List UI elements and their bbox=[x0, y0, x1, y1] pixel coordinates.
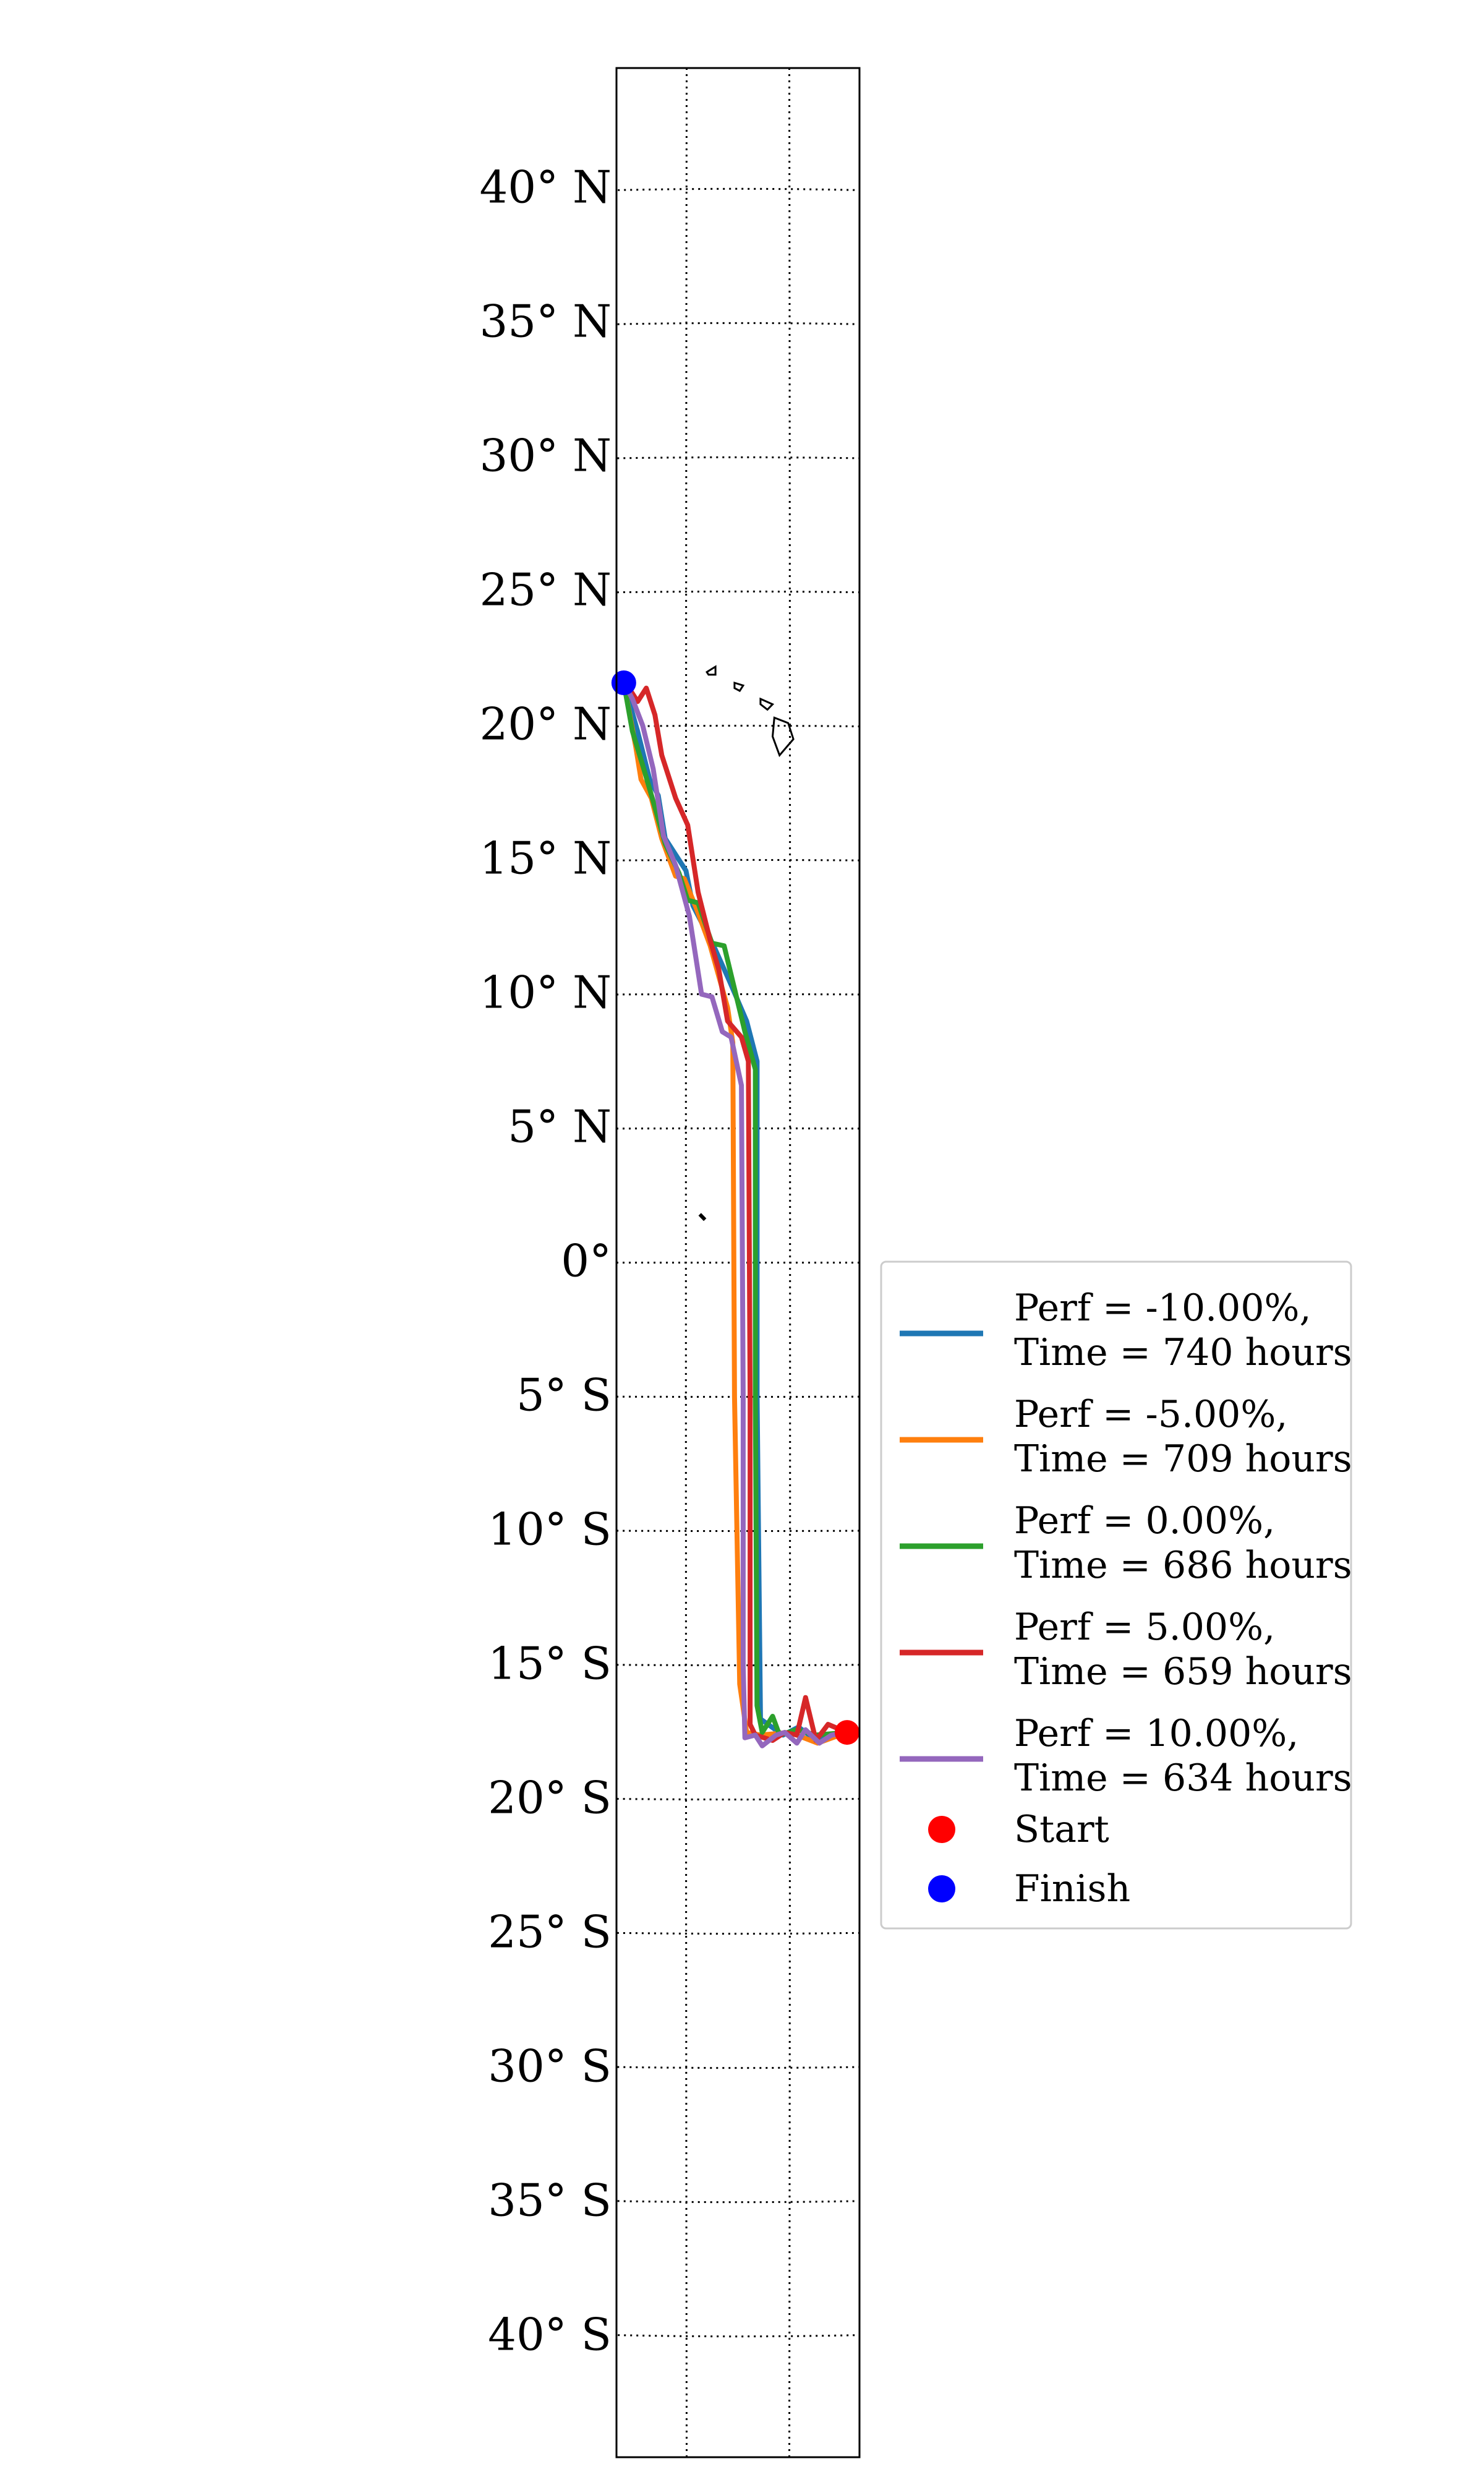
y-tick-label: 10° S bbox=[488, 1504, 612, 1555]
y-tick-label: 5° S bbox=[516, 1369, 612, 1421]
legend-label: Finish bbox=[1014, 1867, 1130, 1910]
y-tick-label: 5° N bbox=[508, 1100, 612, 1152]
y-tick-label: 0° bbox=[561, 1235, 612, 1287]
y-tick-label: 15° N bbox=[479, 832, 612, 884]
coastline-hawaii-maui bbox=[761, 699, 773, 709]
parallel-gridline bbox=[618, 2335, 858, 2337]
parallel-gridline bbox=[618, 323, 859, 324]
coastline-hawaii-oahu bbox=[735, 683, 743, 691]
parallel-gridline bbox=[617, 1799, 859, 1800]
legend-label: Perf = 10.00%, bbox=[1014, 1712, 1298, 1755]
legend-label: Time = 634 hours bbox=[1014, 1756, 1352, 1800]
y-tick-label: 30° N bbox=[479, 429, 612, 481]
map-frame bbox=[616, 68, 859, 2457]
parallel-gridline bbox=[617, 2067, 858, 2068]
y-tick-label: 20° N bbox=[479, 698, 612, 750]
legend-label: Perf = -5.00%, bbox=[1014, 1393, 1287, 1436]
y-tick-label: 25° N bbox=[479, 563, 612, 615]
legend-label: Time = 659 hours bbox=[1014, 1650, 1352, 1693]
y-tick-label: 30° S bbox=[488, 2040, 612, 2092]
y-tick-label: 35° S bbox=[488, 2175, 612, 2227]
parallel-gridline bbox=[618, 2201, 859, 2202]
series-lines bbox=[624, 683, 847, 1746]
graticule bbox=[616, 68, 859, 2457]
start-marker bbox=[835, 1720, 859, 1745]
coastline-hawaii-kauai bbox=[707, 667, 715, 675]
parallel-gridline bbox=[617, 457, 858, 458]
finish-marker bbox=[612, 670, 636, 695]
legend-finish-dot bbox=[928, 1875, 955, 1902]
series-line-1 bbox=[624, 683, 847, 1743]
parallel-gridline bbox=[617, 725, 859, 726]
legend-label: Perf = -10.00%, bbox=[1014, 1286, 1311, 1330]
legend-label: Time = 709 hours bbox=[1014, 1437, 1352, 1481]
legend-label: Perf = 5.00%, bbox=[1014, 1606, 1275, 1649]
y-tick-label: 15° S bbox=[488, 1638, 612, 1690]
coastline-kiribati-islet bbox=[700, 1214, 706, 1220]
y-tick-label: 25° S bbox=[488, 1906, 612, 1958]
legend-label: Time = 740 hours bbox=[1014, 1331, 1352, 1374]
legend-label: Start bbox=[1014, 1808, 1109, 1851]
legend-label: Time = 686 hours bbox=[1014, 1544, 1352, 1587]
y-tick-label: 35° N bbox=[479, 295, 612, 347]
latitude-ticks: 40° N 35° N 30° N 25° N 20° N 15° N 10° N 5° N 0… bbox=[479, 161, 612, 2360]
legend: Perf = -10.00%,Time = 740 hours Perf = -5… bbox=[881, 1262, 1352, 1928]
y-tick-label: 10° N bbox=[479, 966, 612, 1018]
legend-label: Perf = 0.00%, bbox=[1014, 1499, 1275, 1542]
y-tick-label: 40° N bbox=[479, 161, 612, 213]
parallel-gridline bbox=[618, 189, 858, 190]
parallel-gridline bbox=[617, 591, 859, 592]
legend-start-dot bbox=[928, 1816, 955, 1843]
y-tick-label: 40° S bbox=[488, 2309, 612, 2361]
y-tick-label: 20° S bbox=[488, 1772, 612, 1824]
